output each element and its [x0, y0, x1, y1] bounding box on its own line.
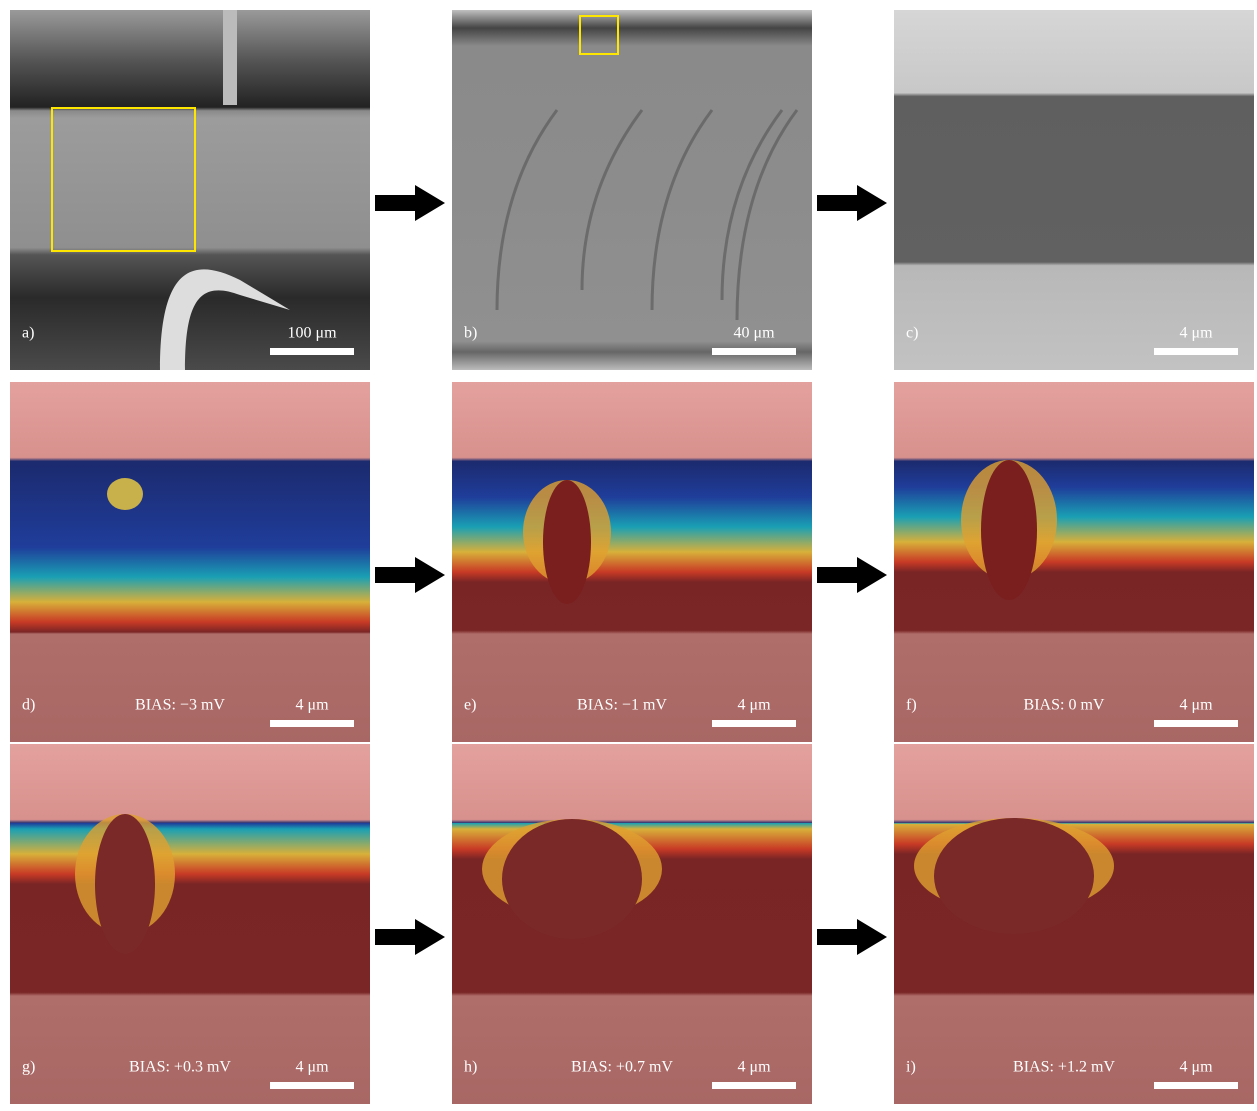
scale-bar-label: 4 μm: [295, 697, 329, 714]
micrograph: [452, 382, 812, 742]
scale-bar-label: 4 μm: [737, 697, 771, 714]
scale-bar: [1154, 720, 1238, 727]
panel-label: d): [22, 697, 35, 714]
scale-bar-label: 4 μm: [737, 1059, 771, 1076]
arrow: [817, 185, 887, 221]
bias-label: BIAS: 0 mV: [1024, 697, 1105, 714]
panel-label: h): [464, 1059, 477, 1076]
bias-label: BIAS: +1.2 mV: [1013, 1059, 1115, 1076]
scale-bar-label: 4 μm: [1179, 325, 1213, 342]
scale-bar-label: 4 μm: [1179, 1059, 1213, 1076]
bias-label: BIAS: +0.3 mV: [129, 1059, 231, 1076]
scale-bar-label: 4 μm: [1179, 697, 1213, 714]
scale-bar: [270, 1082, 354, 1089]
micrograph: [452, 10, 812, 370]
panel-label: b): [464, 325, 477, 342]
panel: e) BIAS: −1 mV 4 μm: [452, 382, 812, 742]
scale-bar-label: 40 μm: [733, 325, 775, 342]
micrograph: [452, 744, 812, 1104]
panel-label: a): [22, 325, 34, 342]
arrow: [817, 557, 887, 593]
panel: b) 40 μm: [452, 10, 812, 370]
panel: i) BIAS: +1.2 mV 4 μm: [894, 744, 1254, 1104]
micrograph: [10, 10, 370, 370]
micrograph: [10, 744, 370, 1104]
panel: a) 100 μm: [10, 10, 370, 370]
micrograph: [894, 382, 1254, 742]
scale-bar: [1154, 348, 1238, 355]
panel: f) BIAS: 0 mV 4 μm: [894, 382, 1254, 742]
scale-bar: [270, 720, 354, 727]
panel-label: e): [464, 697, 476, 714]
scale-bar: [712, 1082, 796, 1089]
bias-label: BIAS: +0.7 mV: [571, 1059, 673, 1076]
panel-label: f): [906, 697, 917, 714]
panel-label: i): [906, 1059, 916, 1076]
arrow: [817, 919, 887, 955]
bias-label: BIAS: −1 mV: [577, 697, 667, 714]
panel: d) BIAS: −3 mV 4 μm: [10, 382, 370, 742]
panel-label: g): [22, 1059, 35, 1076]
panel: h) BIAS: +0.7 mV 4 μm: [452, 744, 812, 1104]
arrow: [375, 919, 445, 955]
arrow: [375, 185, 445, 221]
figure: a)100 μmb)40 μmc)4 μmd)BIAS: −3 mV4 μme)…: [0, 0, 1257, 1106]
bias-label: BIAS: −3 mV: [135, 697, 225, 714]
panel: g) BIAS: +0.3 mV 4 μm: [10, 744, 370, 1104]
scale-bar-label: 100 μm: [287, 325, 337, 342]
scale-bar: [270, 348, 354, 355]
micrograph: [894, 10, 1254, 370]
arrow: [375, 557, 445, 593]
scale-bar: [712, 348, 796, 355]
scale-bar: [712, 720, 796, 727]
micrograph: [10, 382, 370, 742]
micrograph: [894, 744, 1254, 1104]
scale-bar-label: 4 μm: [295, 1059, 329, 1076]
panel-label: c): [906, 325, 918, 342]
panel: c) 4 μm: [894, 10, 1254, 370]
scale-bar: [1154, 1082, 1238, 1089]
